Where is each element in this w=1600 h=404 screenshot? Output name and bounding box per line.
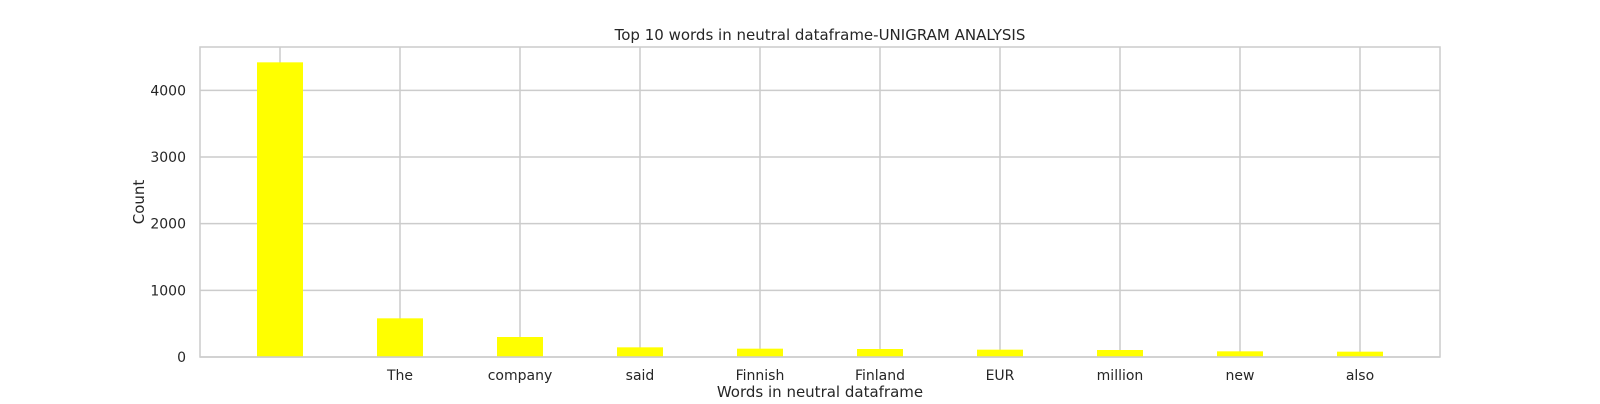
bar-the [377, 318, 423, 357]
x-tick-label: Finnish [736, 368, 785, 384]
bar-company [497, 337, 543, 357]
x-tick-label: The [386, 368, 413, 384]
y-axis-label: Count [130, 180, 148, 225]
x-tick-label: said [626, 368, 655, 384]
x-tick-label: company [488, 368, 553, 384]
y-tick-label: 2000 [150, 217, 186, 233]
x-tick-label: Finland [855, 368, 905, 384]
y-tick-label: 3000 [150, 150, 186, 166]
bar-finland [857, 349, 903, 357]
bar-million [1097, 350, 1143, 357]
plot-frame [199, 46, 1441, 358]
x-tick-label: million [1097, 368, 1144, 384]
x-axis-label: Words in neutral dataframe [717, 383, 923, 400]
bar-finnish [737, 348, 783, 357]
x-tick-label: also [1346, 368, 1374, 384]
x-tick-label: EUR [986, 368, 1015, 384]
bar-blank [257, 62, 303, 357]
y-tick-label: 0 [177, 350, 186, 366]
y-tick-label: 4000 [150, 83, 186, 99]
bar-eur [977, 349, 1023, 357]
x-tick-label: new [1226, 368, 1255, 384]
chart-title: Top 10 words in neutral dataframe-UNIGRA… [614, 26, 1026, 44]
bar-new [1217, 351, 1263, 357]
y-tick-label: 1000 [150, 283, 186, 299]
bar-also [1337, 351, 1383, 357]
bar-said [617, 347, 663, 357]
